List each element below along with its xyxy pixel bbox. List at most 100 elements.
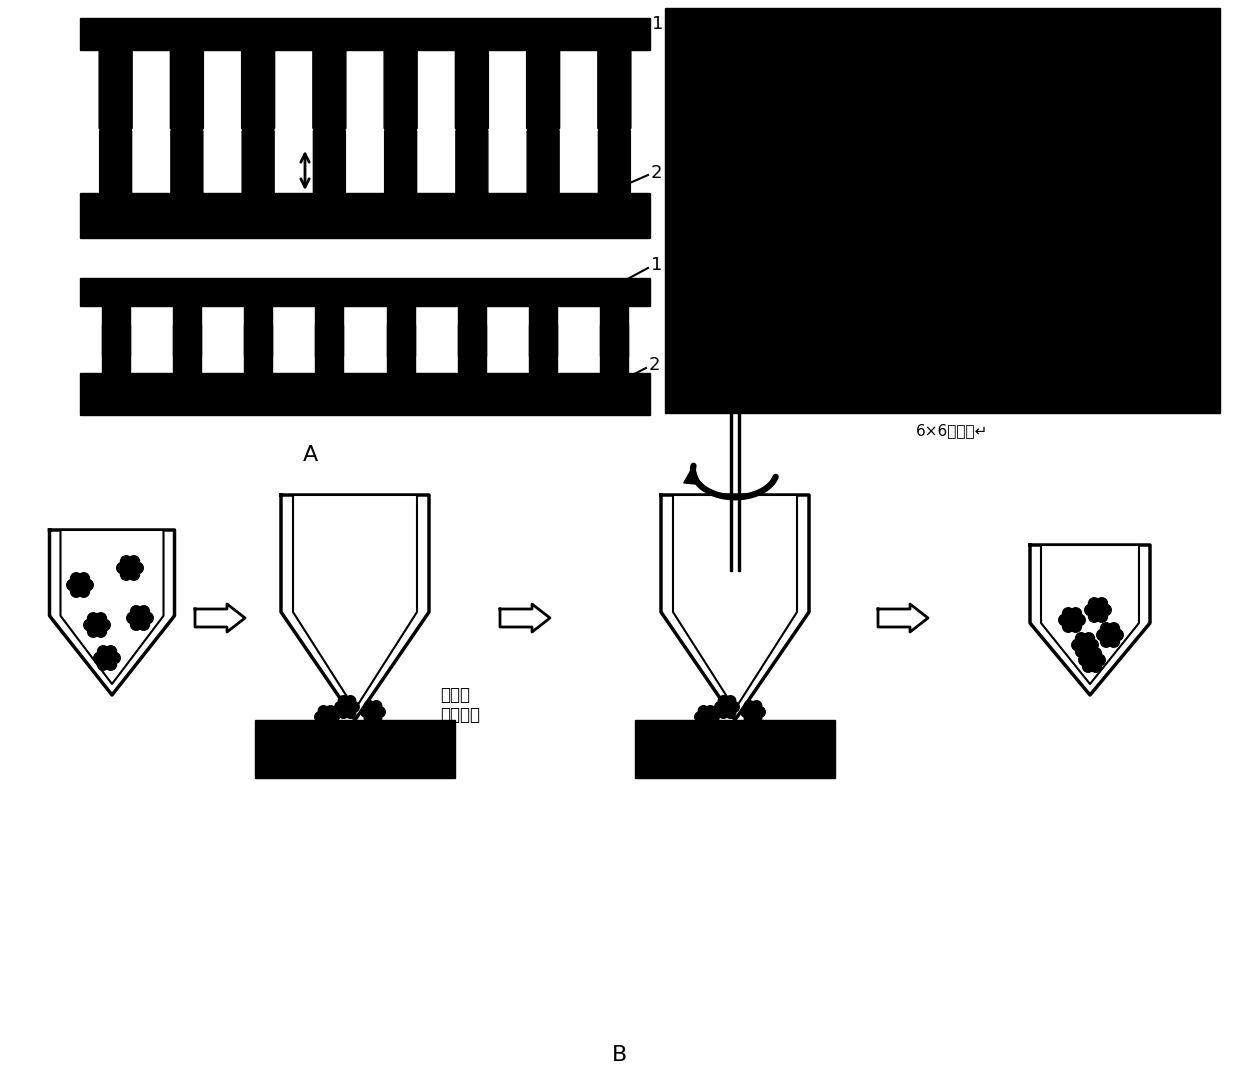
Polygon shape xyxy=(384,50,417,156)
Circle shape xyxy=(722,732,733,743)
Polygon shape xyxy=(527,109,559,193)
Circle shape xyxy=(78,585,89,597)
Circle shape xyxy=(1112,630,1123,641)
Polygon shape xyxy=(527,50,559,156)
Polygon shape xyxy=(81,18,650,50)
Circle shape xyxy=(1100,604,1111,616)
Circle shape xyxy=(88,612,99,624)
Circle shape xyxy=(1101,636,1112,647)
Text: A: A xyxy=(303,446,317,465)
Circle shape xyxy=(138,606,150,617)
Circle shape xyxy=(345,696,356,707)
Circle shape xyxy=(744,700,755,711)
Circle shape xyxy=(367,726,377,737)
Circle shape xyxy=(329,712,340,722)
Circle shape xyxy=(744,713,755,723)
Circle shape xyxy=(352,726,363,737)
Circle shape xyxy=(1091,604,1105,616)
Polygon shape xyxy=(673,495,797,709)
Polygon shape xyxy=(529,306,557,356)
Circle shape xyxy=(95,612,107,624)
Polygon shape xyxy=(384,109,417,193)
Circle shape xyxy=(346,736,357,746)
Circle shape xyxy=(751,700,761,711)
Circle shape xyxy=(342,732,352,743)
Circle shape xyxy=(1101,622,1112,634)
Circle shape xyxy=(105,646,117,657)
Polygon shape xyxy=(635,720,835,778)
Circle shape xyxy=(346,748,357,759)
Circle shape xyxy=(1094,655,1105,666)
Circle shape xyxy=(1090,661,1101,672)
Circle shape xyxy=(1096,630,1109,641)
Circle shape xyxy=(345,708,356,719)
Circle shape xyxy=(1059,615,1070,625)
Circle shape xyxy=(315,712,325,722)
Circle shape xyxy=(134,611,146,624)
Circle shape xyxy=(327,732,339,743)
Circle shape xyxy=(371,713,382,723)
Circle shape xyxy=(1086,654,1099,667)
Polygon shape xyxy=(172,306,201,356)
Circle shape xyxy=(727,736,737,746)
Circle shape xyxy=(131,563,144,573)
Polygon shape xyxy=(387,325,414,373)
Circle shape xyxy=(714,732,725,743)
Circle shape xyxy=(733,726,743,737)
Circle shape xyxy=(1079,638,1091,651)
Circle shape xyxy=(78,572,89,584)
Text: 1: 1 xyxy=(651,256,662,274)
Circle shape xyxy=(357,741,367,752)
Circle shape xyxy=(130,619,141,630)
Circle shape xyxy=(130,606,141,617)
Polygon shape xyxy=(99,50,133,156)
Polygon shape xyxy=(99,109,131,193)
Polygon shape xyxy=(387,306,414,356)
Circle shape xyxy=(350,741,361,752)
Circle shape xyxy=(1096,597,1107,609)
Circle shape xyxy=(729,741,740,752)
Circle shape xyxy=(718,696,729,707)
Circle shape xyxy=(98,646,109,657)
Circle shape xyxy=(360,726,371,738)
Circle shape xyxy=(1085,604,1096,616)
Circle shape xyxy=(1074,615,1085,625)
Polygon shape xyxy=(312,50,346,156)
Circle shape xyxy=(1079,655,1090,666)
Circle shape xyxy=(712,738,722,748)
Circle shape xyxy=(1089,597,1100,609)
Circle shape xyxy=(739,726,750,738)
Circle shape xyxy=(353,748,363,759)
Circle shape xyxy=(1083,661,1094,672)
Circle shape xyxy=(120,569,131,580)
Circle shape xyxy=(729,701,739,712)
Circle shape xyxy=(331,725,342,736)
Circle shape xyxy=(361,707,371,718)
Circle shape xyxy=(128,569,139,580)
Polygon shape xyxy=(242,50,274,156)
Polygon shape xyxy=(293,495,417,709)
Polygon shape xyxy=(683,466,699,485)
Circle shape xyxy=(73,579,87,591)
Circle shape xyxy=(339,696,348,707)
Circle shape xyxy=(117,563,128,573)
Circle shape xyxy=(733,748,744,759)
Polygon shape xyxy=(1030,545,1149,695)
Circle shape xyxy=(99,619,110,631)
Circle shape xyxy=(708,732,718,743)
Circle shape xyxy=(722,701,733,713)
Polygon shape xyxy=(878,604,928,632)
Circle shape xyxy=(71,585,82,597)
Circle shape xyxy=(105,659,117,670)
Circle shape xyxy=(367,707,378,718)
Polygon shape xyxy=(738,405,740,571)
Circle shape xyxy=(126,612,138,623)
Circle shape xyxy=(1063,608,1074,619)
Polygon shape xyxy=(458,306,486,356)
Polygon shape xyxy=(170,50,203,156)
Text: B: B xyxy=(613,1045,627,1064)
Polygon shape xyxy=(81,193,650,238)
Circle shape xyxy=(342,741,353,752)
Polygon shape xyxy=(315,325,343,373)
Circle shape xyxy=(331,738,342,748)
